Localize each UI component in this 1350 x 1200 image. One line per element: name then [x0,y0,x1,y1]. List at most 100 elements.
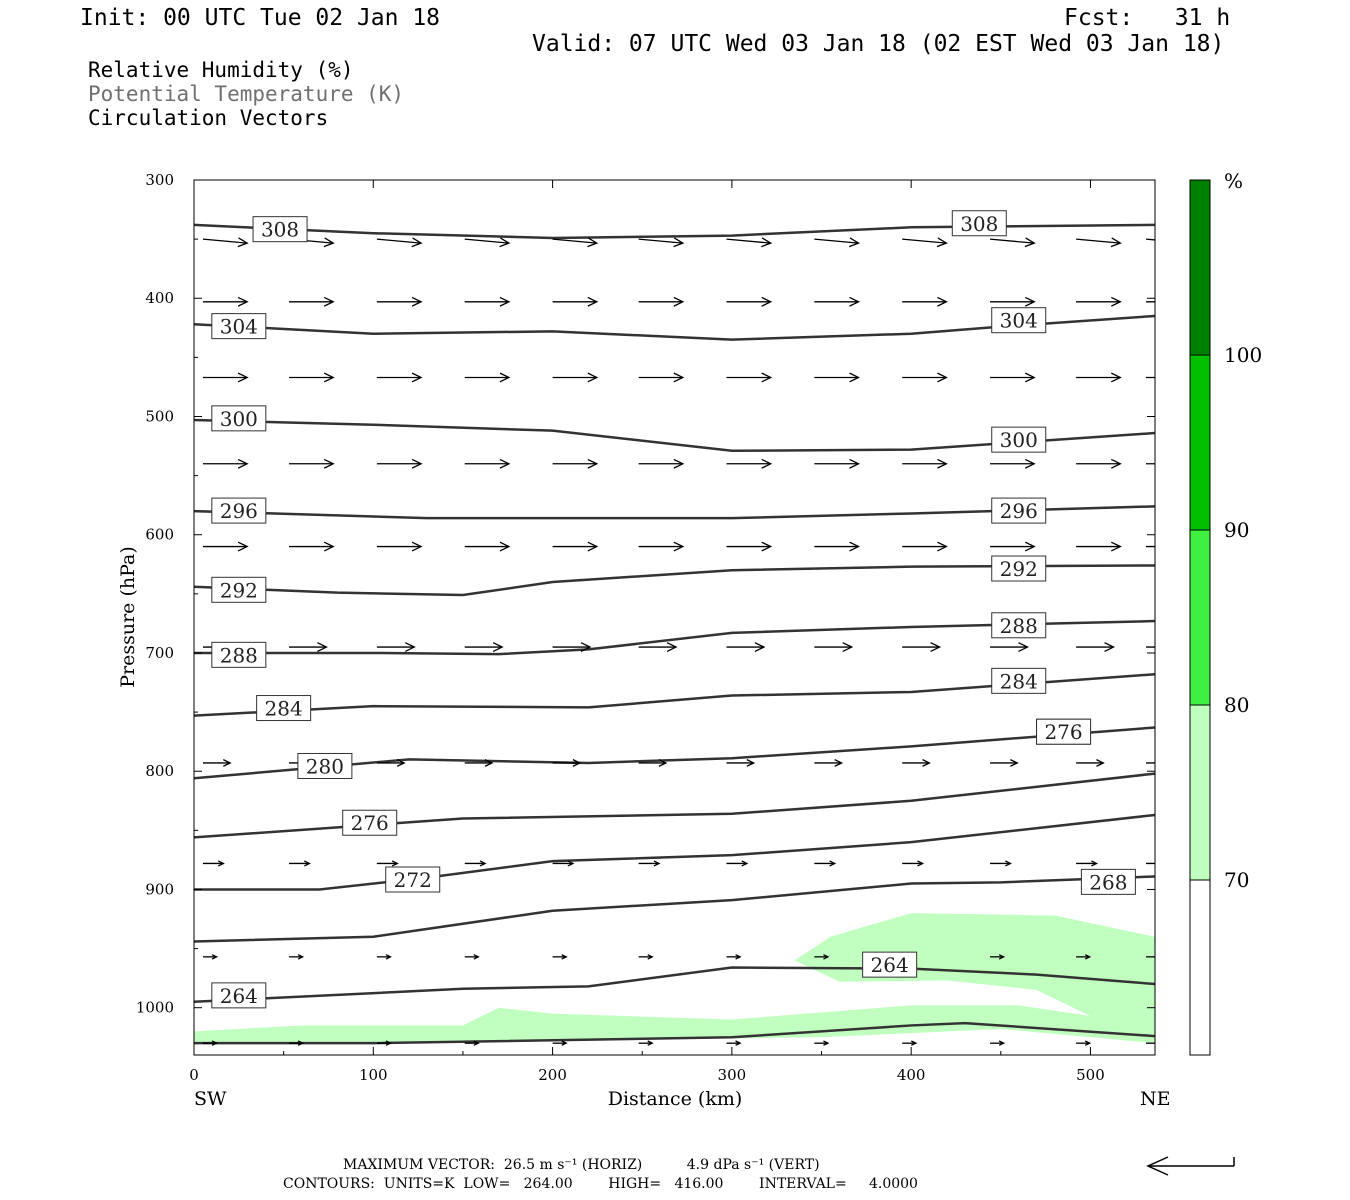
svg-text:292: 292 [220,578,258,602]
vector-arrow [464,372,511,383]
x-tick-label: 300 [718,1066,747,1084]
vector-arrow [376,372,423,383]
vector-arrow [726,541,773,552]
theta-label-300: 300 [211,405,267,432]
theta-label-304: 304 [991,307,1047,334]
vector-arrow [990,1040,1006,1046]
vector-arrow [552,954,568,960]
vector-arrow [990,458,1036,469]
vector-arrow [902,296,948,307]
colorbar-label: 80 [1224,693,1249,717]
y-tick-label: 800 [145,762,174,780]
vector-arrow [1076,458,1122,469]
vector-arrow [1146,545,1155,548]
init-time: Init: 00 UTC Tue 02 Jan 18 [80,5,441,31]
vector-arrow [376,541,423,552]
theta-label-304: 304 [211,313,267,340]
vector-arrow [464,541,511,552]
vector-arrow [638,458,685,469]
theta-label-296: 296 [991,497,1047,524]
vector-arrow [289,372,335,383]
vector-arrow [814,237,861,248]
vector-arrow [202,237,249,248]
vector-arrow [464,458,511,469]
vector-arrow [464,237,511,248]
vector-arrow [202,296,249,307]
forecast-hour: Fcst: 31 h [1064,5,1231,31]
vector-arrow [289,296,335,307]
vector-arrow [289,642,328,652]
theta-contour-284 [194,673,1155,717]
theta-contour-264 [194,966,1155,1004]
vector-arrow [638,1040,654,1046]
y-tick-label: 900 [145,880,174,898]
x-tick-label: 500 [1076,1066,1105,1084]
colorbar-band [1190,355,1210,530]
vector-arrow [289,1040,305,1046]
circulation-vectors [202,237,1155,1046]
theta-label-300: 300 [991,426,1047,453]
vector-arrow [202,372,249,383]
vector-arrow [726,860,749,867]
vector-arrow [902,237,948,248]
x-tick-label: 100 [359,1066,388,1084]
vector-arrow [814,541,861,552]
vector-arrow [552,237,599,248]
vector-arrow [1076,954,1092,960]
vector-arrow [464,296,511,307]
theta-contour-276 [194,772,1155,839]
y-tick-label: 300 [145,171,174,189]
vector-arrow [1076,372,1122,383]
vector-arrow [552,759,582,767]
colorbar-band [1190,180,1210,355]
vector-arrow [726,642,766,652]
vector-arrow [552,860,575,867]
theta-contour-272 [194,813,1155,891]
vector-arrow [376,296,423,307]
theta-contour-288 [194,619,1155,656]
svg-text:304: 304 [1000,309,1038,333]
y-axis-label: Pressure (hPa) [117,546,139,688]
vector-arrow [1146,376,1155,379]
ne-end-label: NE [1140,1088,1171,1110]
contour-info: CONTOURS: UNITS=K LOW= 264.00 HIGH= 416.… [283,1176,918,1192]
svg-text:288: 288 [220,643,258,667]
vector-arrow [202,954,219,960]
colorbar-unit: % [1224,169,1243,193]
svg-text:308: 308 [261,218,299,242]
svg-text:300: 300 [1000,428,1038,452]
svg-text:268: 268 [1089,870,1127,894]
vector-arrow [1146,301,1155,303]
theta-label-308: 308 [951,210,1007,237]
vector-arrow [990,296,1036,307]
theta-label-288: 288 [991,612,1047,639]
vector-arrow [464,860,487,867]
vector-arrow [902,541,948,552]
max-vector-note: MAXIMUM VECTOR: 26.5 m s⁻¹ (HORIZ) 4.9 d… [343,1157,820,1173]
vector-arrow [1076,237,1122,248]
vector-arrow [902,642,942,652]
x-tick-label: 400 [897,1066,926,1084]
theta-label-280: 280 [297,752,353,779]
vector-arrow [638,372,685,383]
plot-frame [193,179,1156,1056]
vector-arrow [552,458,599,469]
vector-arrow [376,1040,392,1046]
x-axis-label: Distance (km) [608,1088,743,1110]
vector-arrow [464,954,480,960]
rh-shading [194,913,1155,1044]
y-tick-label: 400 [145,289,174,307]
vector-arrow [1146,1041,1155,1046]
svg-text:264: 264 [871,953,909,977]
theta-label-292: 292 [991,555,1047,582]
svg-text:296: 296 [220,499,258,523]
vector-arrow [464,642,504,652]
vector-arrow [726,1040,742,1046]
theta-contour-300 [194,418,1155,453]
vector-arrow [990,759,1019,767]
svg-text:284: 284 [265,697,303,721]
vector-arrow [726,759,756,767]
vector-arrow [1146,954,1155,959]
vector-arrow [814,372,861,383]
